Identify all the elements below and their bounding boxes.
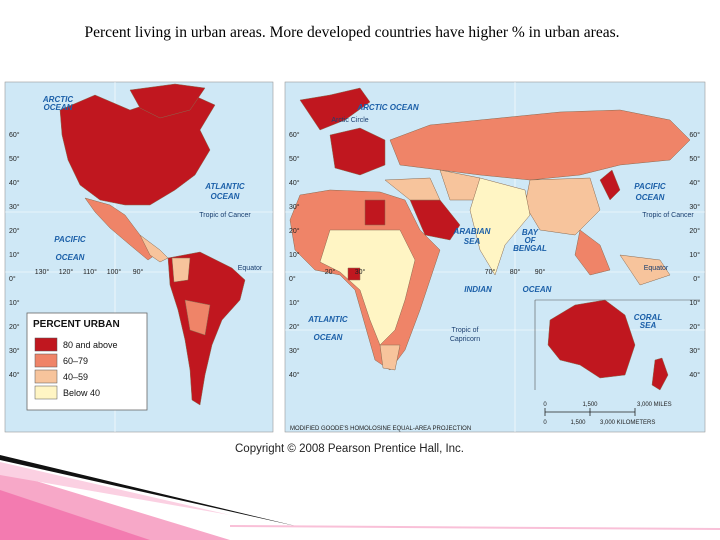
degree-label: 10° — [689, 299, 700, 307]
scale-label: 0 — [543, 420, 547, 426]
degree-label: 20° — [289, 323, 300, 331]
degree-label: 120° — [59, 268, 74, 276]
legend-item: Below 40 — [63, 388, 100, 398]
scale-label: 1,500 — [582, 402, 598, 408]
degree-label: 10° — [689, 251, 700, 259]
degree-label: 60° — [289, 131, 300, 139]
line-label: Equator — [238, 265, 263, 272]
decoration — [0, 455, 720, 540]
degree-label: 20° — [689, 323, 700, 331]
ocean-label: BENGAL — [513, 244, 547, 253]
degree-label: 0° — [693, 275, 700, 283]
degree-label: 50° — [289, 155, 300, 163]
degree-label: 10° — [9, 251, 20, 259]
degree-label: 110° — [83, 268, 97, 276]
ocean-label: OCEAN — [636, 193, 665, 202]
projection-label: MODIFIED GOODE'S HOMOLOSINE EQUAL-AREA P… — [290, 426, 471, 432]
degree-label: 40° — [689, 179, 700, 187]
ocean-label: OF — [524, 236, 536, 245]
legend-item: 40–59 — [63, 372, 88, 382]
ocean-label: ARABIAN — [453, 227, 491, 236]
degree-label: 30° — [289, 347, 300, 355]
degree-label: 40° — [289, 371, 300, 379]
degree-label: 20° — [9, 227, 20, 235]
degree-label: 130° — [35, 268, 50, 276]
degree-label: 50° — [9, 155, 20, 163]
scale-label: 3,000 KILOMETERS — [600, 420, 655, 426]
ocean-label: OCEAN — [211, 192, 240, 201]
degree-label: 30° — [289, 203, 300, 211]
degree-label: 80° — [510, 268, 521, 276]
ocean-label: ARCTIC — [42, 95, 73, 104]
ocean-label: SEA — [464, 237, 481, 246]
land — [59, 83, 691, 406]
degree-label: 90° — [535, 268, 546, 276]
legend-item: 80 and above — [63, 340, 118, 350]
ocean-label: PACIFIC — [634, 182, 666, 191]
slide-title: Percent living in urban areas. More deve… — [85, 24, 620, 41]
degree-label: 10° — [9, 299, 20, 307]
degree-label: 30° — [9, 347, 20, 355]
ocean-label: SEA — [640, 321, 657, 330]
ocean-label: ATLANTIC — [204, 182, 245, 191]
ocean-label: OCEAN — [56, 253, 85, 262]
degree-label: 60° — [9, 131, 20, 139]
ocean-label: ARCTIC OCEAN — [356, 103, 419, 112]
ocean-label: OCEAN — [314, 333, 343, 342]
degree-label: 60° — [689, 131, 700, 139]
ocean-label: PACIFIC — [54, 235, 86, 244]
legend: PERCENT URBAN 80 and above 60–79 40–59 B… — [26, 312, 148, 411]
degree-label: 30° — [9, 203, 20, 211]
scale-label: 0 — [543, 402, 547, 408]
line-label: Arctic Circle — [331, 117, 368, 124]
degree-label: 0° — [289, 275, 296, 283]
degree-label: 20° — [689, 227, 700, 235]
line-label: Equator — [644, 265, 669, 272]
ocean-label: CORAL — [634, 313, 663, 322]
degree-label: 10° — [289, 299, 300, 307]
degree-label: 30° — [689, 203, 700, 211]
degree-label: 10° — [289, 251, 300, 259]
degree-label: 30° — [355, 268, 366, 276]
ocean-label: BAY — [522, 228, 539, 237]
ocean-label: OCEAN — [44, 103, 73, 112]
scale-label: 3,000 MILES — [637, 402, 672, 408]
degree-label: 40° — [9, 371, 20, 379]
legend-title: PERCENT URBAN — [33, 319, 120, 330]
degree-label: 40° — [289, 179, 300, 187]
ocean-label: INDIAN — [464, 285, 492, 294]
line-label: Tropic of Cancer — [199, 212, 251, 219]
degree-label: 50° — [689, 155, 700, 163]
degree-label: 100° — [107, 268, 122, 276]
line-label: Tropic of Cancer — [642, 212, 694, 219]
line-label: Capricorn — [450, 336, 480, 343]
scale-label: 1,500 — [570, 420, 586, 426]
degree-label: 40° — [689, 371, 700, 379]
map: ARCTIC OCEAN ATLANTIC OCEAN Tropic of Ca… — [4, 81, 706, 433]
degree-label: 70° — [485, 268, 496, 276]
degree-label: 40° — [9, 179, 20, 187]
degree-label: 0° — [9, 275, 16, 283]
degree-label: 20° — [9, 323, 20, 331]
legend-item: 60–79 — [63, 356, 88, 366]
copyright: Copyright © 2008 Pearson Prentice Hall, … — [235, 443, 464, 455]
degree-label: 30° — [689, 347, 700, 355]
ocean-label: ATLANTIC — [307, 315, 348, 324]
line-label: Tropic of — [452, 327, 479, 334]
ocean-label: OCEAN — [523, 285, 552, 294]
degree-label: 20° — [289, 227, 300, 235]
degree-labels: 60° 50° 40° 30° 20° 10° 0° 10° 20° 30° 40° 60° 50° 40… — [9, 131, 700, 379]
degree-label: 20° — [325, 268, 336, 276]
scale-bar: 0 1,500 3,000 MILES 0 1,500 3,000 KILOME… — [543, 402, 671, 426]
degree-label: 90° — [133, 268, 144, 276]
